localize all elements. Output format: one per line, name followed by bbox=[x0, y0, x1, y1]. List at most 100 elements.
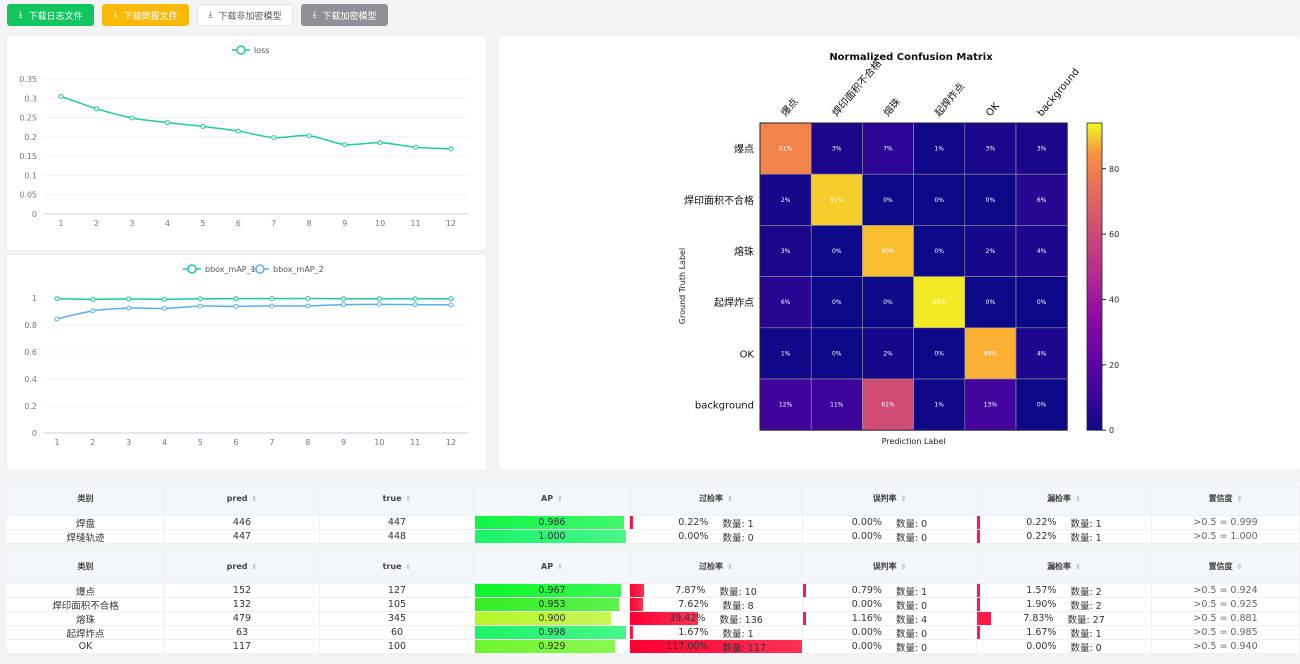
legend-label: bbox_mAP_2 bbox=[273, 265, 324, 274]
sort-icon[interactable]: ⇕ bbox=[727, 494, 733, 503]
sort-icon[interactable]: ⇕ bbox=[405, 562, 412, 571]
header-label: 类别 bbox=[77, 494, 94, 503]
cell-label: 61% bbox=[881, 402, 895, 409]
column-header[interactable]: 类别 bbox=[7, 550, 165, 583]
legend-item-bbox_mAP_2[interactable]: bbox_mAP_2 bbox=[251, 264, 324, 274]
column-header[interactable]: 过检率 ⇕ bbox=[630, 550, 803, 583]
button-label: 下载日志文件 bbox=[28, 11, 83, 22]
header-label: pred bbox=[226, 562, 248, 571]
header-label: 误判率 bbox=[872, 562, 897, 571]
misjudge-count: 数量: 0 bbox=[895, 628, 928, 640]
true-count: 127 bbox=[387, 585, 407, 596]
x-tick-label: 5 bbox=[200, 219, 205, 228]
column-header[interactable]: 置信度 ⇕ bbox=[1152, 482, 1300, 515]
true-count: 105 bbox=[387, 599, 407, 610]
miss-count: 数量: 1 bbox=[1070, 628, 1102, 640]
sort-icon[interactable]: ⇕ bbox=[1075, 494, 1081, 503]
loss-chart: 00.050.10.150.20.250.30.351 2 3 4 5 6 7 8 9 10 11 1… bbox=[19, 45, 469, 228]
table-row: 焊缝轨迹 447 448 1.000 0.00% 数量: 0 0.00% 数量: 0 0.22%… bbox=[7, 530, 1300, 544]
matrix-cell bbox=[1015, 327, 1068, 380]
ap-bar bbox=[475, 626, 626, 639]
sort-icon[interactable]: ⇕ bbox=[557, 562, 563, 571]
download-button-3[interactable]: ⤓ 下载加密模型 bbox=[301, 4, 388, 26]
confidence: >0.5 = 0.985 bbox=[1193, 627, 1258, 638]
row-label: 焊印面积不合格 bbox=[684, 194, 754, 207]
cell-label: 90% bbox=[881, 248, 895, 255]
row-label: OK bbox=[740, 349, 755, 360]
column-header[interactable]: true ⇕ bbox=[320, 482, 475, 515]
true-count: 100 bbox=[387, 641, 407, 652]
data-point bbox=[233, 296, 239, 302]
misjudge-rate: 0.00% bbox=[851, 599, 882, 610]
column-header[interactable]: 漏检率 ⇕ bbox=[977, 550, 1152, 583]
ap-bar bbox=[475, 640, 616, 653]
class-name: OK bbox=[78, 641, 93, 652]
ap-bar bbox=[475, 530, 626, 543]
column-header[interactable]: pred ⇕ bbox=[165, 482, 320, 515]
data-point bbox=[58, 93, 64, 99]
column-header[interactable]: pred ⇕ bbox=[165, 550, 320, 583]
column-header[interactable]: 置信度 ⇕ bbox=[1152, 550, 1300, 583]
over-count: 数量: 136 bbox=[719, 614, 763, 626]
legend-item-loss[interactable]: loss bbox=[232, 45, 269, 55]
column-header[interactable]: 误判率 ⇕ bbox=[803, 482, 977, 515]
matrix-cell bbox=[1015, 122, 1068, 175]
data-point bbox=[269, 303, 275, 309]
column-header[interactable]: AP ⇕ bbox=[475, 550, 630, 583]
sort-icon[interactable]: ⇕ bbox=[251, 562, 258, 571]
download-button-2[interactable]: ⤓ 下载非加密模型 bbox=[197, 4, 293, 26]
row-label: 熔珠 bbox=[734, 245, 754, 258]
sort-icon[interactable]: ⇕ bbox=[1075, 562, 1081, 571]
sort-icon[interactable]: ⇕ bbox=[1236, 562, 1243, 571]
y-tick-label: 0.8 bbox=[24, 321, 37, 330]
pred-count: 446 bbox=[232, 517, 252, 528]
legend-item-bbox_mAP_1[interactable]: bbox_mAP_1 bbox=[183, 264, 256, 274]
col-label: background bbox=[1035, 67, 1081, 119]
data-point bbox=[161, 296, 167, 302]
data-point bbox=[412, 302, 418, 308]
header-label: true bbox=[382, 562, 402, 571]
sort-icon[interactable]: ⇕ bbox=[251, 494, 258, 503]
data-point bbox=[412, 296, 418, 302]
sort-icon[interactable]: ⇕ bbox=[727, 562, 733, 571]
matrix-cell bbox=[862, 225, 914, 277]
header-label: 误判率 bbox=[872, 494, 897, 503]
pred-count: 132 bbox=[232, 599, 252, 610]
data-point bbox=[200, 123, 206, 129]
over-count: 数量: 0 bbox=[722, 532, 754, 544]
series-line-loss bbox=[60, 95, 452, 150]
download-button-1[interactable]: ⤓ 下载简报文件 bbox=[102, 4, 189, 26]
download-button-0[interactable]: ⤓ 下载日志文件 bbox=[7, 4, 94, 26]
matrix-cell bbox=[964, 173, 1017, 226]
y-tick-label: 0 bbox=[32, 429, 37, 438]
legend-label: loss bbox=[254, 46, 269, 55]
column-header[interactable]: true ⇕ bbox=[320, 550, 475, 583]
cell-label: 2% bbox=[986, 248, 996, 255]
column-header[interactable]: 过检率 ⇕ bbox=[630, 482, 803, 515]
column-header[interactable]: 漏检率 ⇕ bbox=[977, 482, 1152, 515]
y-tick-label: 0.2 bbox=[24, 402, 37, 411]
row-label: 起焊炸点 bbox=[714, 297, 754, 309]
y-tick-label: 1 bbox=[32, 294, 37, 303]
x-tick-label: 3 bbox=[126, 438, 131, 447]
column-header[interactable]: 类别 bbox=[7, 482, 165, 515]
sort-icon[interactable]: ⇕ bbox=[557, 494, 563, 503]
sort-icon[interactable]: ⇕ bbox=[900, 562, 907, 571]
header-label: 过检率 bbox=[699, 562, 724, 571]
over-rate: 39.42% bbox=[669, 613, 706, 624]
matrix-cell bbox=[913, 225, 966, 277]
matrix-cell bbox=[913, 276, 966, 329]
col-label: OK bbox=[984, 100, 1002, 118]
x-tick-label: 10 bbox=[375, 219, 385, 228]
x-tick-label: 2 bbox=[94, 219, 99, 228]
sort-icon[interactable]: ⇕ bbox=[405, 494, 412, 503]
column-header[interactable]: 误判率 ⇕ bbox=[803, 550, 977, 583]
pred-count: 447 bbox=[232, 531, 252, 542]
sort-icon[interactable]: ⇕ bbox=[900, 494, 907, 503]
sort-icon[interactable]: ⇕ bbox=[1236, 494, 1243, 503]
column-header[interactable]: AP ⇕ bbox=[475, 482, 630, 515]
x-tick-label: 1 bbox=[54, 438, 59, 447]
misjudge-count: 数量: 0 bbox=[895, 518, 928, 530]
true-count: 60 bbox=[390, 627, 404, 638]
